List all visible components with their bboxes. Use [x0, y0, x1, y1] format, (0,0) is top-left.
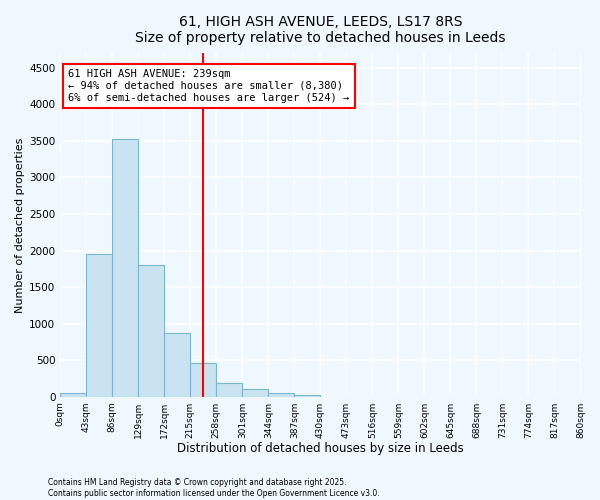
Bar	[242, 390, 268, 396]
Text: Contains HM Land Registry data © Crown copyright and database right 2025.
Contai: Contains HM Land Registry data © Crown c…	[48, 478, 380, 498]
Y-axis label: Number of detached properties: Number of detached properties	[15, 138, 25, 312]
X-axis label: Distribution of detached houses by size in Leeds: Distribution of detached houses by size …	[177, 442, 464, 455]
Bar	[190, 364, 217, 396]
Bar	[164, 333, 190, 396]
Bar	[112, 140, 139, 396]
Bar	[295, 395, 320, 396]
Text: 61 HIGH ASH AVENUE: 239sqm
← 94% of detached houses are smaller (8,380)
6% of se: 61 HIGH ASH AVENUE: 239sqm ← 94% of deta…	[68, 70, 349, 102]
Bar	[268, 393, 295, 396]
Bar	[139, 265, 164, 396]
Title: 61, HIGH ASH AVENUE, LEEDS, LS17 8RS
Size of property relative to detached house: 61, HIGH ASH AVENUE, LEEDS, LS17 8RS Siz…	[135, 15, 506, 45]
Bar	[60, 393, 86, 396]
Bar	[86, 254, 112, 396]
Bar	[217, 383, 242, 396]
